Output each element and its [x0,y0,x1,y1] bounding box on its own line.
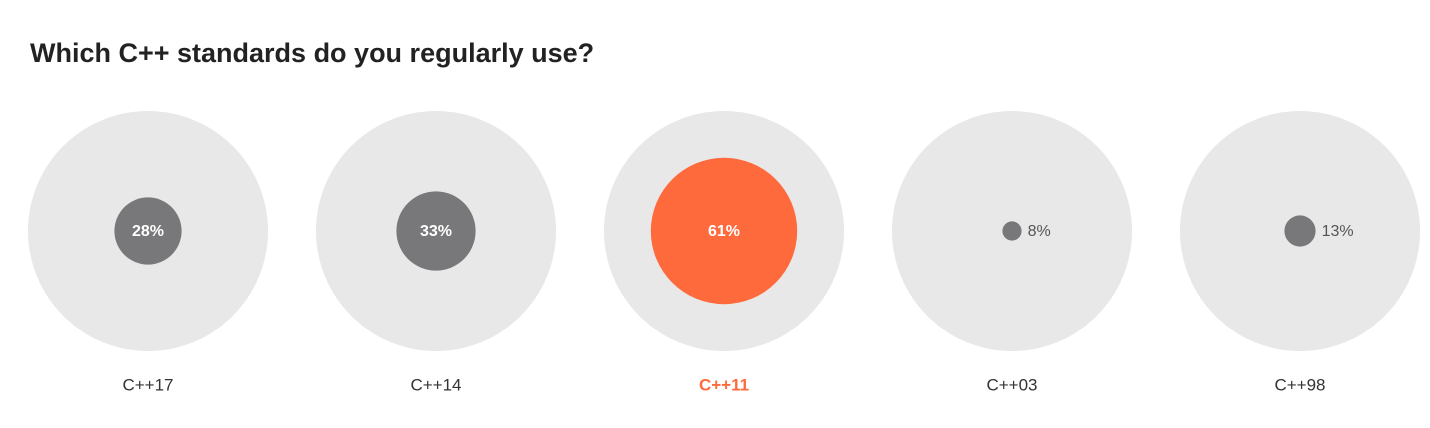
value-label: 33% [420,223,452,240]
bubble [650,157,798,305]
bubble [1002,221,1022,241]
category-label: C++17 [122,375,173,394]
bubble [396,191,476,271]
value-label: 61% [708,223,740,240]
category-label: C++03 [986,375,1037,394]
value-label: 28% [132,223,164,240]
value-label: 13% [1322,223,1354,240]
category-label: C++98 [1274,375,1325,394]
category-label: C++11 [699,375,749,394]
chart-title: Which C++ standards do you regularly use… [30,38,594,68]
value-label: 8% [1028,223,1051,240]
category-label: C++14 [410,375,461,394]
bubble [1284,215,1316,247]
bubble [114,197,182,265]
